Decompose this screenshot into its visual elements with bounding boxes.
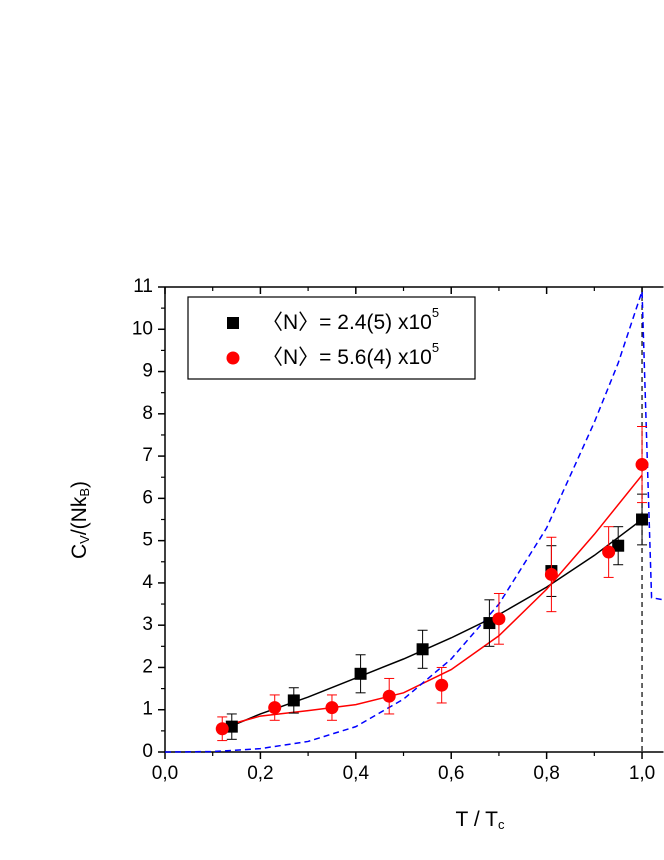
y-tick-label: 5 (142, 530, 153, 551)
marker (287, 694, 300, 707)
marker (325, 701, 339, 715)
legend-marker (227, 317, 239, 329)
marker (544, 567, 558, 581)
marker (483, 617, 496, 630)
y-axis-label: CV/(NkB) (68, 481, 93, 559)
marker (382, 689, 396, 703)
marker (612, 539, 625, 552)
x-tick-label: 0,4 (343, 763, 370, 784)
marker (416, 643, 429, 656)
legend-superscript: 5 (432, 305, 439, 320)
legend-superscript: 5 (432, 340, 439, 355)
legend-box (187, 296, 476, 380)
marker (636, 513, 649, 526)
y-tick-label: 2 (142, 656, 153, 677)
marker (225, 720, 238, 733)
y-label-sub: B (77, 488, 92, 497)
legend-marker (226, 351, 240, 365)
x-tick-label: 1,0 (629, 763, 655, 784)
y-tick-label: 11 (133, 276, 153, 297)
marker (635, 458, 649, 472)
x-tick-label: 0,6 (438, 763, 464, 784)
y-label-sub: V (77, 535, 92, 544)
y-label-end: ) (68, 481, 91, 488)
x-tick-label: 0,8 (533, 763, 559, 784)
marker (492, 612, 506, 626)
x-tick-label: 0,0 (152, 763, 178, 784)
fit-curve (222, 474, 643, 728)
legend-name: 〈N〉= 5.6(4) x10 (262, 346, 432, 369)
x-tick-label: 0,2 (247, 763, 273, 784)
legend-label: 〈N〉= 2.4(5) x105 (262, 305, 439, 333)
marker (268, 701, 282, 715)
y-label-main: C (68, 544, 91, 559)
x-label-main: T / T (456, 808, 499, 831)
y-tick-label: 6 (142, 487, 153, 508)
legend-name: 〈N〉= 2.4(5) x10 (262, 311, 432, 334)
fit-curve (164, 290, 664, 753)
y-tick-label: 3 (142, 614, 153, 635)
y-tick-label: 1 (142, 699, 153, 720)
y-tick-label: 4 (142, 572, 153, 593)
marker (354, 667, 367, 680)
marker (435, 678, 449, 692)
y-tick-label: 9 (142, 361, 153, 382)
y-label-mid: /(Nk (68, 496, 91, 535)
y-tick-label: 10 (132, 318, 153, 339)
y-tick-label: 7 (142, 445, 153, 466)
x-label-sub: c (498, 817, 505, 832)
marker (215, 722, 229, 736)
x-axis-label: T / Tc (456, 808, 505, 833)
marker (602, 545, 616, 559)
y-tick-label: 8 (142, 403, 153, 424)
legend-label: 〈N〉= 5.6(4) x105 (262, 340, 439, 368)
y-tick-label: 0 (142, 741, 153, 762)
